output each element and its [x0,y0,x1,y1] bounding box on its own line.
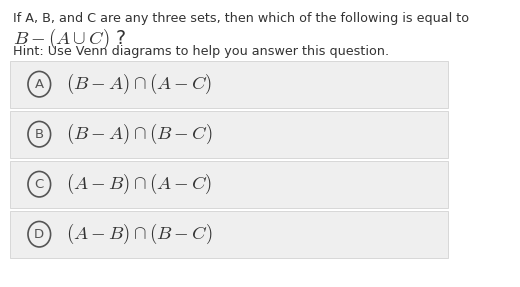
Text: A: A [35,78,44,91]
Text: C: C [35,178,44,191]
Text: $(A - B) \cap (A - C)$: $(A - B) \cap (A - C)$ [66,172,213,196]
Text: If A, B, and C are any three sets, then which of the following is equal to: If A, B, and C are any three sets, then … [13,11,470,25]
Text: $B - (A \cup C)$ ?: $B - (A \cup C)$ ? [13,27,126,51]
FancyBboxPatch shape [10,161,448,208]
FancyBboxPatch shape [10,211,448,258]
Text: $(B - A) \cap (B - C)$: $(B - A) \cap (B - C)$ [66,122,213,146]
FancyBboxPatch shape [10,111,448,158]
Text: D: D [34,228,44,241]
Text: $(B - A) \cap (A - C)$: $(B - A) \cap (A - C)$ [66,72,213,96]
Text: Hint: Use Venn diagrams to help you answer this question.: Hint: Use Venn diagrams to help you answ… [13,45,389,58]
Text: B: B [35,128,44,141]
FancyBboxPatch shape [10,61,448,108]
Text: $(A - B) \cap (B - C)$: $(A - B) \cap (B - C)$ [66,222,213,246]
